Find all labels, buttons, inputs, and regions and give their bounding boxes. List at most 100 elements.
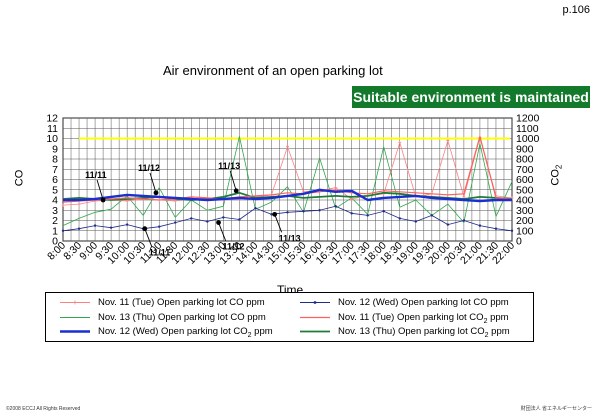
y-tick-label-right: 700	[516, 164, 534, 176]
annotation-leader	[229, 170, 237, 191]
annotation-label: 11/12	[223, 242, 245, 252]
series-point	[350, 212, 353, 215]
series-point	[334, 204, 337, 208]
series-line	[62, 135, 513, 226]
series-point	[173, 199, 177, 203]
series-point	[430, 214, 434, 217]
series-point	[125, 199, 129, 203]
series-point	[77, 202, 81, 206]
legend-label: Nov. 13 (Thu) Open parking lot CO2 ppm	[338, 326, 510, 339]
y-tick-label-right: 1100	[516, 123, 539, 135]
y-tick-label-left: 4	[52, 195, 58, 207]
y-tick-label-right: 100	[516, 225, 534, 237]
series-point	[206, 220, 209, 223]
y-tick-label-right: 0	[516, 236, 522, 248]
y-axis-label-right: CO2	[549, 164, 564, 186]
chart-legend: Nov. 11 (Tue) Open parking lot CO ppm No…	[45, 292, 534, 342]
series-line	[62, 135, 513, 203]
annotation-leader	[149, 172, 157, 193]
annotation-label: 11/12	[138, 163, 160, 173]
annotation-label: 11/11	[149, 248, 171, 258]
annotation-marker	[153, 190, 159, 196]
y-tick-label-right: 200	[516, 215, 534, 227]
y-tick-label-left: 1	[52, 225, 58, 237]
annotation-leader	[274, 214, 283, 233]
y-tick-label-left: 8	[52, 154, 58, 166]
series-point	[446, 139, 450, 143]
y-tick-label-left: 7	[52, 164, 58, 176]
y-tick-label-left: 9	[52, 143, 58, 155]
series-point	[462, 195, 466, 199]
y-tick-label-right: 600	[516, 174, 534, 186]
series-point	[109, 226, 113, 229]
series-point	[286, 211, 289, 214]
y-tick-label-right: 500	[516, 184, 534, 196]
legend-swatch	[60, 300, 90, 305]
legend-label: Nov. 12 (Wed) Open parking lot CO ppm	[338, 297, 509, 308]
y-tick-label-left: 5	[52, 184, 58, 196]
y-tick-label-right: 900	[516, 143, 534, 155]
annotation-label: 11/11	[85, 170, 107, 180]
status-banner: Suitable environment is maintained	[352, 86, 590, 108]
annotation-label: 11/13	[218, 161, 240, 171]
series-point	[366, 214, 369, 217]
series-point	[510, 229, 514, 232]
page-number: p.106	[562, 4, 590, 16]
series-point	[334, 186, 338, 190]
y-tick-label-left: 11	[47, 123, 58, 135]
legend-swatch	[300, 316, 330, 318]
annotation-marker	[233, 188, 239, 194]
y-tick-label-left: 6	[52, 174, 58, 186]
y-tick-label-right: 1200	[516, 113, 540, 125]
legend-label: Nov. 12 (Wed) Open parking lot CO2 ppm	[98, 326, 273, 339]
series-point	[478, 224, 482, 227]
series-point	[446, 223, 450, 226]
legend-swatch	[60, 316, 90, 318]
legend-label: Nov. 13 (Thu) Open parking lot CO ppm	[98, 311, 266, 323]
legend-label: Nov. 11 (Tue) Open parking lot CO2 ppm	[338, 311, 509, 325]
series-point	[494, 227, 498, 230]
y-axis-label-left: CO	[13, 169, 26, 187]
annotation-leader	[218, 222, 226, 241]
series-point	[398, 141, 402, 145]
series-line	[63, 188, 512, 203]
series-point	[125, 223, 129, 226]
legend-label: Nov. 11 (Tue) Open parking lot CO ppm	[98, 297, 265, 308]
y-tick-label-right: 800	[516, 154, 534, 166]
legend-swatch	[60, 330, 90, 333]
series-point	[382, 210, 385, 213]
series-point	[158, 225, 161, 228]
series-point	[190, 217, 193, 220]
annotation-label: 11/13	[279, 233, 301, 243]
series-point	[462, 219, 466, 222]
y-tick-label-left: 10	[46, 133, 58, 145]
y-tick-label-right: 300	[516, 205, 534, 217]
annotation-leader	[144, 228, 153, 247]
y-tick-label-left: 12	[46, 113, 58, 125]
annotation-leader	[96, 179, 104, 201]
y-tick-label-left: 0	[52, 236, 58, 248]
series-point	[318, 209, 321, 212]
series-point	[254, 207, 257, 210]
organization-name: 財団法人 省エネルギーセンター	[520, 406, 592, 412]
series-point	[77, 227, 81, 230]
y-tick-label-left: 2	[52, 215, 58, 227]
legend-swatch	[300, 330, 330, 333]
series-point	[398, 217, 401, 220]
series-point	[302, 210, 305, 213]
series-point	[93, 224, 97, 227]
y-tick-label-left: 3	[52, 205, 58, 217]
chart-title: Air environment of an open parking lot	[163, 63, 383, 78]
series-point	[61, 203, 65, 207]
series-point	[174, 221, 177, 224]
series-point	[270, 213, 273, 216]
y-tick-label-right: 400	[516, 195, 534, 207]
series-point	[350, 197, 354, 201]
series-point	[61, 229, 65, 232]
series-point	[238, 218, 241, 221]
series-point	[414, 220, 417, 223]
copyright-text: ©2008 ECCJ All Rights Reserved	[6, 406, 81, 412]
series-point	[222, 216, 225, 219]
series-point	[286, 145, 289, 149]
